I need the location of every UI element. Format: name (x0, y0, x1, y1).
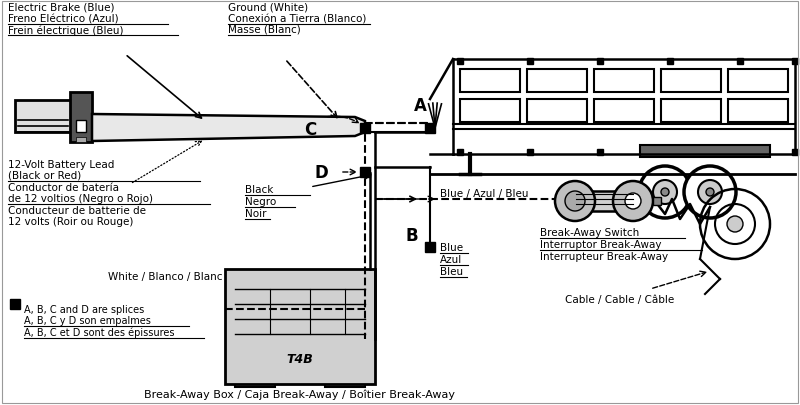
Bar (15, 101, 73, 133)
Bar (457, 59, 463, 65)
Circle shape (706, 189, 714, 196)
Bar (667, 149, 673, 156)
Bar (594, 70, 654, 93)
Text: Electric Brake (Blue): Electric Brake (Blue) (8, 3, 114, 13)
Text: Ground (White): Ground (White) (228, 3, 308, 13)
Text: Noir: Noir (245, 209, 266, 218)
Bar (527, 70, 587, 93)
Bar (70, 93, 92, 143)
Text: Cable / Cable / Câble: Cable / Cable / Câble (566, 294, 674, 304)
Text: Frein électrique (Bleu): Frein électrique (Bleu) (8, 25, 123, 35)
Bar (76, 121, 86, 133)
Bar (661, 70, 721, 93)
Bar (737, 59, 743, 65)
Text: Blue: Blue (440, 243, 463, 252)
Text: de 12 voltios (Negro o Rojo): de 12 voltios (Negro o Rojo) (8, 194, 153, 203)
Text: 12 volts (Roir ou Rouge): 12 volts (Roir ou Rouge) (8, 216, 134, 226)
Bar (597, 59, 603, 65)
Bar (460, 70, 520, 93)
Bar (640, 146, 770, 158)
Text: Black: Black (245, 185, 274, 194)
Circle shape (727, 216, 743, 232)
Bar (360, 168, 370, 177)
Bar (667, 59, 673, 65)
Bar (728, 100, 788, 123)
Bar (325, 379, 365, 387)
Text: D: D (314, 164, 328, 181)
Bar (575, 192, 633, 211)
Text: A: A (414, 97, 426, 115)
Bar (527, 149, 533, 156)
Text: White / Blanco / Blanc: White / Blanco / Blanc (108, 271, 222, 281)
Bar (594, 100, 654, 123)
Bar (76, 138, 86, 143)
Circle shape (613, 181, 653, 222)
Bar (653, 198, 661, 205)
Text: C: C (304, 121, 316, 139)
Text: A, B, C and D are splices: A, B, C and D are splices (24, 304, 144, 314)
Text: Break-Away Switch: Break-Away Switch (540, 228, 639, 237)
Bar (527, 59, 533, 65)
Bar (425, 243, 435, 252)
Text: Masse (Blanc): Masse (Blanc) (228, 25, 301, 35)
Text: (Black or Red): (Black or Red) (8, 171, 82, 181)
Circle shape (555, 181, 595, 222)
Circle shape (661, 189, 669, 196)
Bar (425, 124, 435, 134)
Text: Conductor de batería: Conductor de batería (8, 183, 119, 192)
Circle shape (639, 166, 691, 218)
Text: 12-Volt Battery Lead: 12-Volt Battery Lead (8, 160, 114, 170)
Text: Azul: Azul (440, 254, 462, 264)
Text: Bleu: Bleu (440, 266, 463, 276)
Text: A, B, C et D sont des épissures: A, B, C et D sont des épissures (24, 327, 174, 338)
Text: Conexión a Tierra (Blanco): Conexión a Tierra (Blanco) (228, 14, 366, 24)
Bar (792, 149, 798, 156)
Text: Conducteur de batterie de: Conducteur de batterie de (8, 205, 146, 215)
Bar (728, 70, 788, 93)
Text: Interruptor Break-Away: Interruptor Break-Away (540, 239, 662, 249)
Circle shape (653, 181, 677, 205)
Bar (457, 149, 463, 156)
Text: Break-Away Box / Caja Break-Away / Boîtier Break-Away: Break-Away Box / Caja Break-Away / Boîti… (145, 388, 455, 399)
Polygon shape (92, 115, 365, 142)
Circle shape (698, 181, 722, 205)
Circle shape (625, 194, 641, 209)
Bar (360, 124, 370, 134)
Bar (527, 100, 587, 123)
Circle shape (684, 166, 736, 218)
Text: Freno Eléctrico (Azul): Freno Eléctrico (Azul) (8, 14, 118, 24)
Text: Interrupteur Break-Away: Interrupteur Break-Away (540, 252, 668, 261)
Text: A, B, C y D son empalmes: A, B, C y D son empalmes (24, 315, 151, 325)
Bar (10, 299, 20, 309)
Bar (597, 149, 603, 156)
Text: Negro: Negro (245, 196, 276, 207)
Bar (737, 149, 743, 156)
Text: T4B: T4B (286, 353, 314, 366)
Text: B: B (406, 226, 418, 244)
Text: Blue / Azul / Bleu: Blue / Azul / Bleu (440, 189, 529, 198)
Polygon shape (225, 269, 375, 384)
Bar (235, 379, 275, 387)
Bar (460, 100, 520, 123)
Circle shape (565, 192, 585, 211)
Bar (792, 59, 798, 65)
Bar (661, 100, 721, 123)
